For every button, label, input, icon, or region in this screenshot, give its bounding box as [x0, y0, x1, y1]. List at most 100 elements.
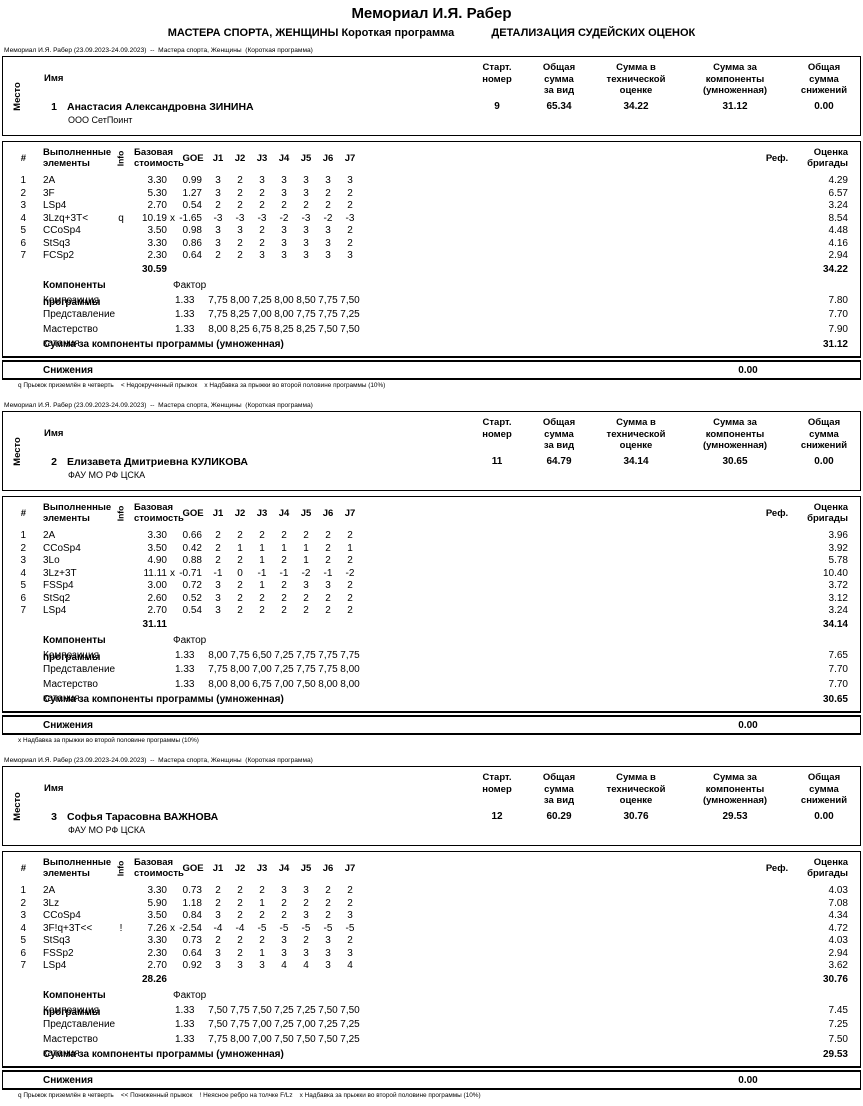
- element-row: 4 3Lzq+3T< q 10.19 x -1.65 -3 -3 -3 -2 -…: [3, 213, 860, 226]
- component-panel-score: 7.45: [828, 1004, 848, 1016]
- component-panel-score: 7.80: [828, 294, 848, 306]
- component-row: Композиция 1.33 7,50 7,75 7,50 7,25 7,25…: [3, 1004, 860, 1019]
- element-panel-score: 10.40: [822, 567, 848, 579]
- technical-score-header: Сумма в технической оценке: [606, 772, 666, 806]
- judge-score: 2: [281, 555, 287, 566]
- info-header-cell: Info: [109, 500, 133, 526]
- judge-score: 7,00: [252, 309, 272, 320]
- executed-elements-header: Выполненные элементы: [43, 147, 112, 169]
- judge-score: 2: [303, 592, 309, 604]
- judge-score: 2: [215, 897, 221, 909]
- judge-score: 2: [215, 935, 221, 946]
- judge-score: 2: [347, 225, 353, 236]
- executed-elements-header: Выполненные элементы: [43, 857, 112, 879]
- judge-score: 2: [347, 237, 353, 249]
- elements-header-row: # Выполненные элементы Info Базовая стои…: [3, 497, 860, 530]
- element-base-value: 3.30: [147, 885, 167, 896]
- judge-score: -5: [323, 922, 333, 934]
- deductions-sum-header: Общая сумма снижений: [800, 62, 848, 96]
- element-number: 7: [20, 250, 26, 261]
- element-panel-score: 7.08: [828, 897, 848, 909]
- base-value-header: Базовая стоимость: [134, 857, 184, 879]
- judge-score: 7,50: [340, 294, 360, 306]
- components-sum-label: Сумма за компоненты программы (умноженна…: [43, 694, 284, 705]
- judge-3-header: J3: [256, 507, 268, 519]
- element-name: FSSp2: [43, 947, 74, 959]
- judge-score: 3: [281, 225, 287, 236]
- judge-score: 2: [303, 897, 309, 909]
- component-factor: 1.33: [175, 649, 195, 661]
- elements-score-total: 30.76: [822, 973, 848, 985]
- judge-score: 7,50: [296, 678, 316, 690]
- judge-2-header: J2: [234, 507, 246, 519]
- total-score-value: 60.29: [546, 810, 572, 822]
- element-panel-score: 3.62: [828, 960, 848, 971]
- judge-score: 7,75: [340, 649, 360, 661]
- judge-score: 2: [259, 605, 265, 616]
- element-panel-score: 4.16: [828, 237, 848, 249]
- components-sum-label: Сумма за компоненты программы (умноженна…: [43, 339, 284, 350]
- element-number: 6: [20, 592, 26, 604]
- judge-score: 3: [259, 960, 265, 971]
- judge-score: 2: [259, 200, 265, 211]
- judge-score: 2: [281, 592, 287, 604]
- deductions-sum-value: 0.00: [814, 810, 834, 822]
- element-goe: 0.73: [182, 885, 202, 896]
- judge-score: 3: [303, 580, 309, 591]
- judge-score: 3: [325, 960, 331, 971]
- judge-1-header: J1: [212, 862, 224, 874]
- judge-score: 7,75: [296, 649, 316, 661]
- technical-score-value: 30.76: [623, 810, 649, 822]
- element-panel-score: 2.94: [828, 250, 848, 261]
- judge-7-header: J7: [344, 862, 356, 874]
- judge-5-header: J5: [300, 862, 312, 874]
- judge-score: 8,00: [274, 294, 294, 306]
- element-base-value: 7.26: [147, 922, 167, 934]
- deductions-box: Снижения 0.00: [2, 360, 861, 380]
- factor-label: Фактор: [173, 634, 207, 646]
- component-factor: 1.33: [175, 1004, 195, 1016]
- element-info: q: [118, 212, 124, 224]
- component-row: Мастерство катания 1.33 8,00 8,25 6,75 8…: [3, 323, 860, 350]
- element-goe: 0.66: [182, 530, 202, 541]
- component-name: Мастерство катания: [43, 678, 98, 705]
- judge-score: 8,25: [230, 323, 250, 335]
- judge-score: 8,00: [318, 678, 338, 690]
- element-number: 6: [20, 237, 26, 249]
- info-header-cell: Info: [109, 855, 133, 881]
- elements-header-row: # Выполненные элементы Info Базовая стои…: [3, 142, 860, 175]
- element-base-value: 2.30: [147, 947, 167, 959]
- judge-score: 7,00: [252, 1033, 272, 1045]
- judge-score: 1: [259, 542, 265, 554]
- judge-score: -1: [279, 567, 289, 579]
- components-sum-value: 31.12: [822, 339, 848, 350]
- judge-5-header: J5: [300, 507, 312, 519]
- component-factor: 1.33: [175, 1019, 195, 1030]
- judge-score: 2: [237, 605, 243, 616]
- judge-score: 7,50: [274, 1033, 294, 1045]
- judge-score: 7,75: [230, 1019, 250, 1030]
- judge-score: 7,50: [252, 1004, 272, 1016]
- judge-score: -3: [235, 212, 245, 224]
- element-name: 3Lz: [43, 897, 60, 909]
- deductions-value: 0.00: [738, 719, 758, 731]
- place-column: Место: [3, 57, 31, 135]
- component-row: Композиция 1.33 8,00 7,75 6,50 7,25 7,75…: [3, 649, 860, 664]
- judge-score: 7,25: [274, 1004, 294, 1016]
- element-base-value: 3.00: [147, 580, 167, 591]
- component-name: Представление: [43, 664, 116, 675]
- element-row: 4 3Lz+3T 11.11 x -0.71 -1 0 -1 -1 -2 -1 …: [3, 568, 860, 581]
- judge-score: -3: [213, 212, 223, 224]
- start-number-value: 11: [491, 455, 503, 467]
- judge-score: 8,00: [274, 309, 294, 320]
- judge-score: 3: [303, 250, 309, 261]
- skater-club: ООО СетПоинт: [68, 114, 133, 125]
- element-row: 3 3Lo 4.90 0.88 2 2 1 2 1 2 2 5.78: [3, 555, 860, 568]
- element-number: 1: [20, 530, 26, 541]
- detail-scores-label: ДЕТАЛИЗАЦИЯ СУДЕЙСКИХ ОЦЕНОК: [491, 27, 696, 39]
- judge-7-header: J7: [344, 152, 356, 164]
- judge-score: 4: [303, 960, 309, 971]
- element-row: 7 LSp4 2.70 0.54 3 2 2 2 2 2 2 3.24: [3, 605, 860, 618]
- skater-block: Мемориал И.Я. Рабер (23.09.2023-24.09.20…: [2, 756, 861, 1102]
- skater-block: Мемориал И.Я. Рабер (23.09.2023-24.09.20…: [2, 46, 861, 392]
